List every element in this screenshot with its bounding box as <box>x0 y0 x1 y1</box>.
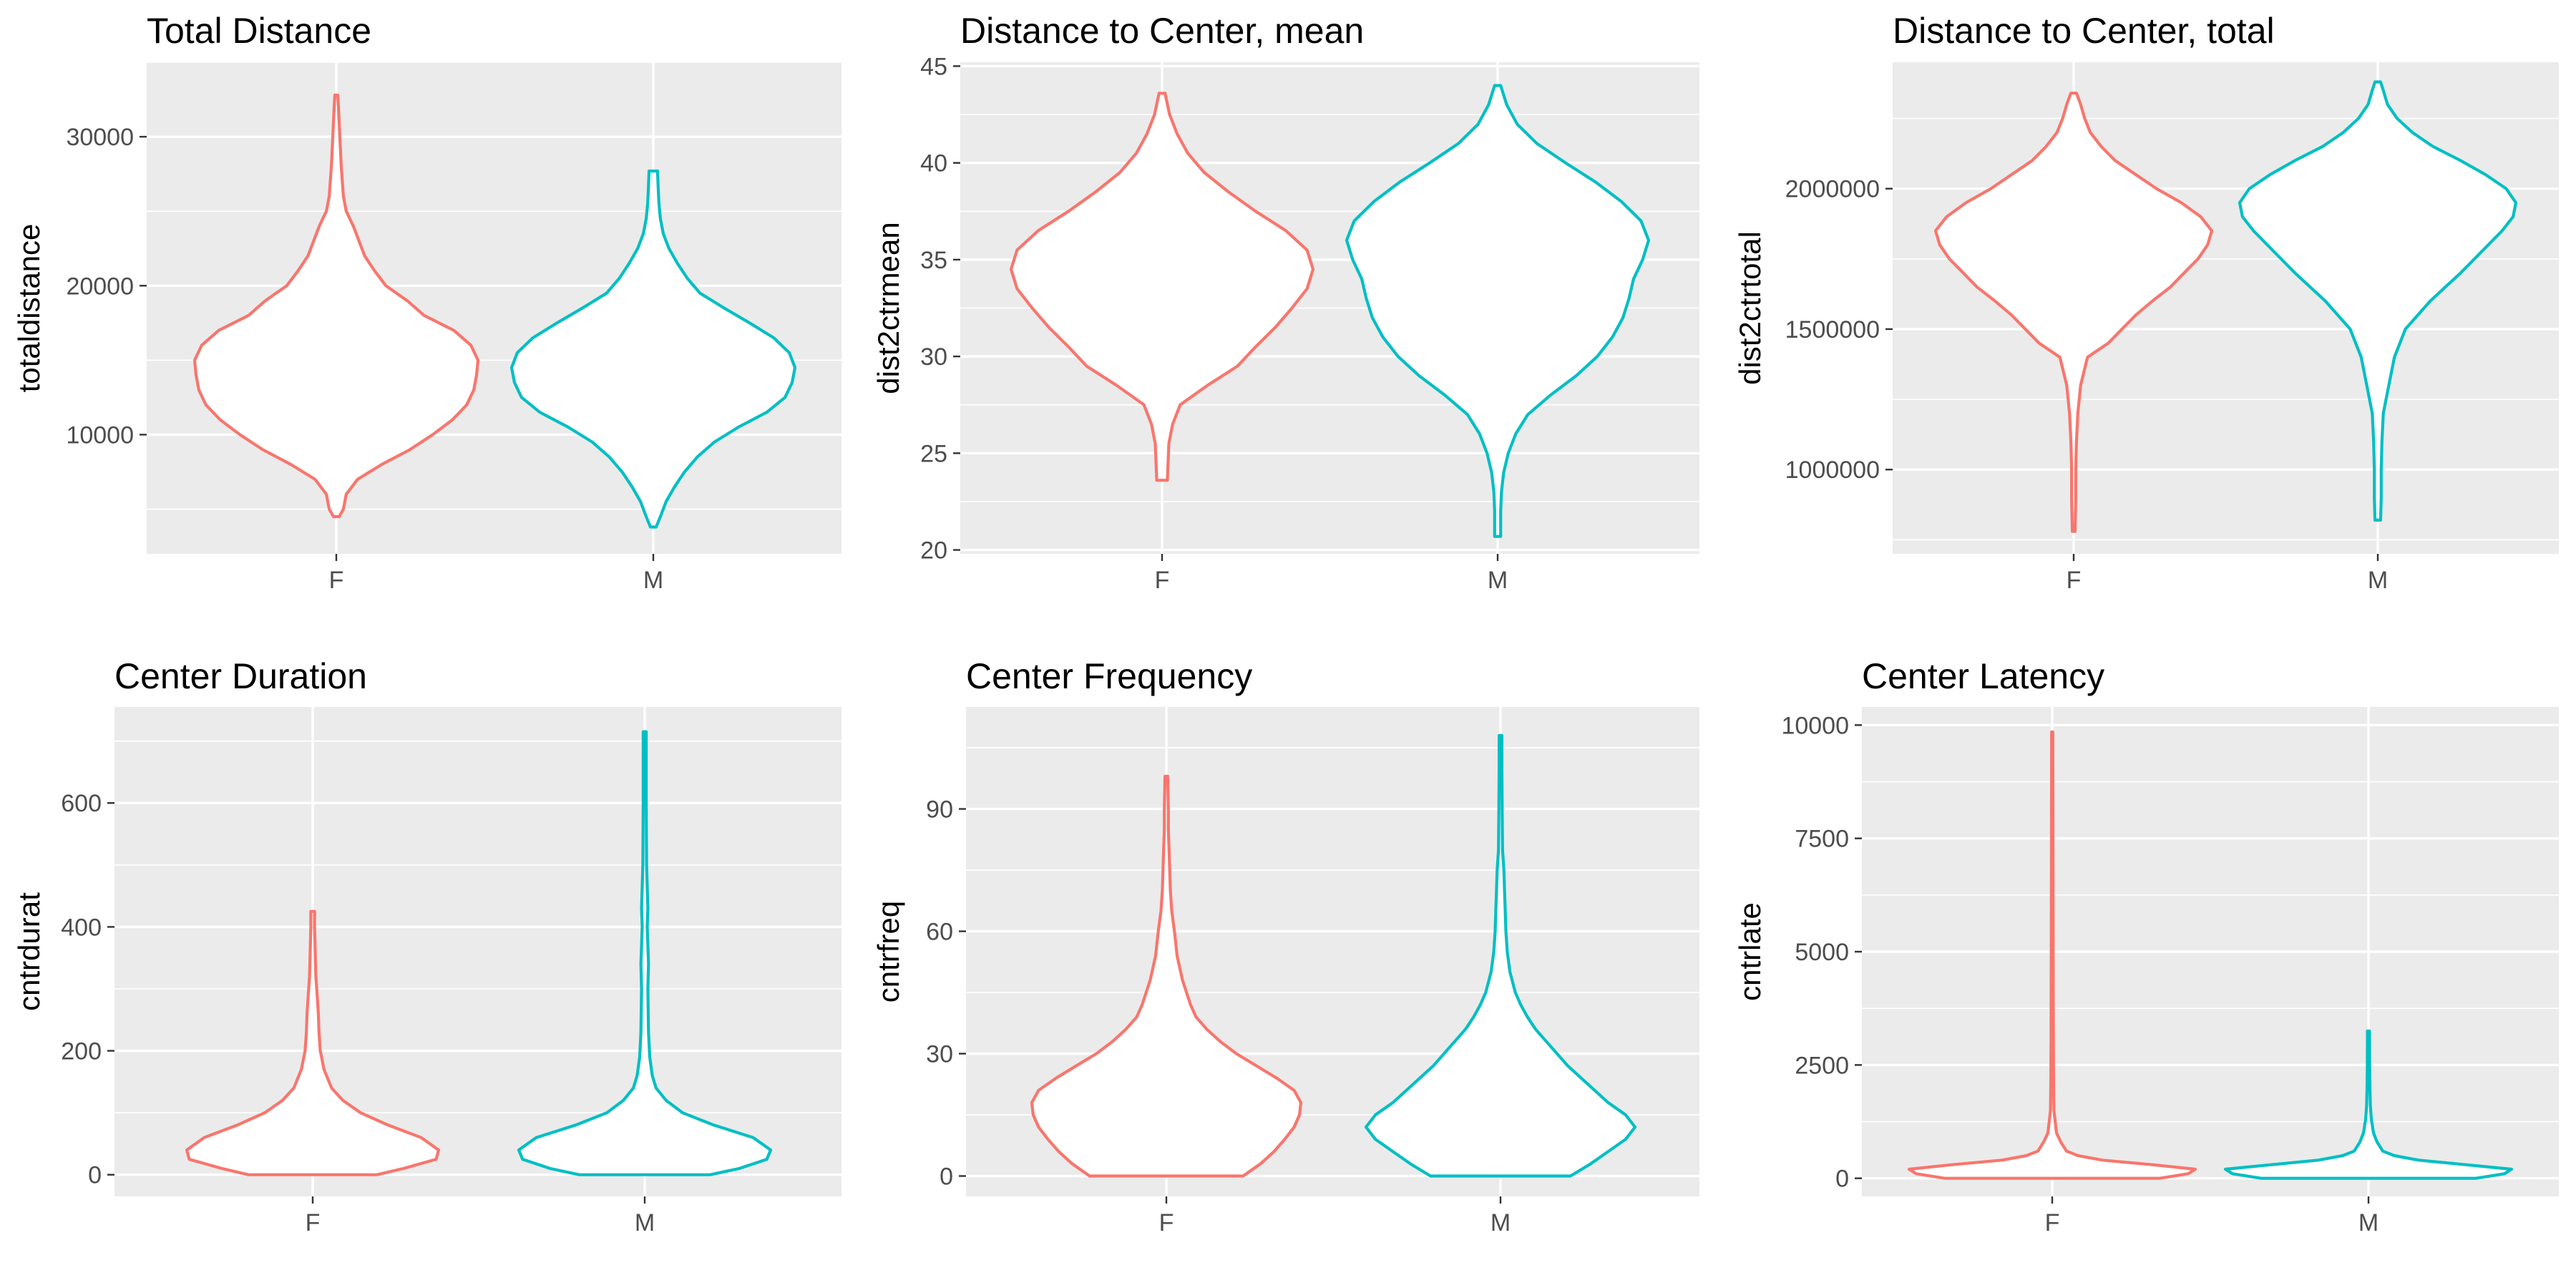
y-tick-label: 600 <box>61 790 102 817</box>
y-tick-label: 2500 <box>1795 1052 1849 1079</box>
y-axis-label: totaldistance <box>12 224 46 393</box>
y-tick-label: 30 <box>926 1041 953 1068</box>
panel-title: Center Latency <box>1862 656 2104 696</box>
y-axis-label: dist2ctrmean <box>872 222 905 394</box>
x-tick-label-m: M <box>1491 1209 1511 1236</box>
y-tick-label: 40 <box>920 150 947 177</box>
panel-title: Center Frequency <box>966 656 1252 696</box>
panel-distance-to-center-mean: 20 25 30 35 40 45 F M Distance to Center, mean di… <box>872 11 1699 594</box>
panel-title: Center Duration <box>114 656 367 696</box>
y-tick-label: 5000 <box>1795 939 1849 966</box>
x-tick-label-m: M <box>1488 567 1508 594</box>
y-tick-label: 30000 <box>66 124 134 151</box>
violin-f <box>1933 92 2214 533</box>
panel-center-frequency: 0 30 60 90 F M Center Frequency cntrfreq <box>872 656 1699 1236</box>
x-tick-label-f: F <box>329 567 344 594</box>
violin-m <box>1364 733 1637 1178</box>
panel-total-distance: 10000 20000 30000 F M Total Distance totaldist… <box>12 11 841 594</box>
violin-m <box>2238 80 2518 522</box>
x-tick-label-f: F <box>2045 1209 2060 1236</box>
violin-m <box>1345 84 1651 538</box>
y-tick-label: 30 <box>920 343 947 371</box>
y-tick-label: 400 <box>61 914 102 941</box>
y-axis-label: cntrdurat <box>12 892 46 1011</box>
y-tick-label: 35 <box>920 247 947 274</box>
violin-f <box>1009 92 1315 482</box>
x-tick-label-f: F <box>1155 567 1170 594</box>
panel-title: Total Distance <box>147 11 371 51</box>
violin-m <box>2223 1029 2514 1180</box>
x-tick-label-f: F <box>306 1209 321 1236</box>
y-tick-label: 45 <box>920 53 947 80</box>
y-tick-label: 20 <box>920 537 947 565</box>
panel-title: Distance to Center, mean <box>960 11 1364 51</box>
y-tick-label: 90 <box>926 796 953 824</box>
panel-title: Distance to Center, total <box>1893 11 2275 51</box>
y-tick-label: 60 <box>926 919 953 946</box>
y-tick-label: 1500000 <box>1785 316 1880 343</box>
violin-m <box>509 169 797 529</box>
panel-distance-to-center-total: 1000000 1500000 2000000 F M Distance to Cente… <box>1733 11 2559 594</box>
panel-center-latency: 0 2500 5000 7500 10000 F M Center Latency cntrla… <box>1733 656 2559 1236</box>
panel-background <box>114 707 841 1196</box>
violin-m <box>517 730 773 1176</box>
x-tick-label-f: F <box>1159 1209 1174 1236</box>
x-tick-label-m: M <box>2368 567 2388 594</box>
x-tick-label-f: F <box>2067 567 2082 594</box>
x-tick-label-m: M <box>635 1209 655 1236</box>
y-tick-label: 0 <box>940 1163 953 1191</box>
violin-f <box>192 93 480 519</box>
y-axis-label: dist2ctrtotal <box>1733 231 1767 385</box>
y-tick-label: 25 <box>920 440 947 467</box>
x-tick-label-m: M <box>2358 1209 2379 1236</box>
y-tick-label: 200 <box>61 1038 102 1065</box>
y-tick-label: 1000000 <box>1785 457 1880 484</box>
violin-f <box>1030 774 1303 1178</box>
y-tick-label: 10000 <box>1781 712 1849 739</box>
y-tick-label: 0 <box>88 1162 102 1189</box>
y-tick-label: 0 <box>1835 1166 1849 1193</box>
panel-background <box>1893 62 2559 554</box>
violin-f <box>185 909 441 1176</box>
violin-f <box>1907 730 2197 1180</box>
x-tick-label-m: M <box>643 567 663 594</box>
y-tick-label: 10000 <box>66 421 134 449</box>
panel-center-duration: 0 200 400 600 F M Center Duration cntrdurat <box>12 656 841 1236</box>
y-tick-label: 20000 <box>66 273 134 300</box>
y-tick-label: 7500 <box>1795 826 1849 853</box>
y-tick-label: 2000000 <box>1785 176 1880 203</box>
y-axis-label: cntrlate <box>1733 902 1767 1001</box>
y-axis-label: cntrfreq <box>872 901 905 1002</box>
